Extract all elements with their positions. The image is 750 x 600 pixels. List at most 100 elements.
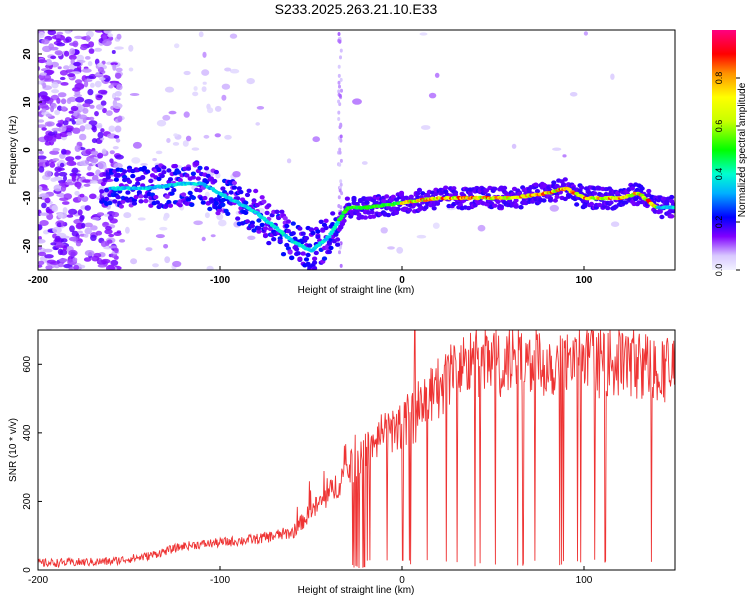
heatmap-cell: [100, 258, 111, 264]
heatmap-cell: [91, 138, 98, 144]
heatmap-cell: [243, 200, 249, 205]
heatmap-cell: [53, 184, 63, 192]
heatmap-cell: [84, 250, 95, 257]
heatmap-cell: [267, 226, 273, 232]
heatmap-cell: [495, 199, 501, 204]
heatmap-cell: [169, 191, 175, 196]
heatmap-cell: [182, 140, 189, 147]
heatmap-cell: [220, 202, 226, 207]
heatmap-cell: [39, 150, 44, 155]
heatmap-cell: [172, 142, 180, 146]
heatmap-cell: [203, 166, 210, 171]
heatmap-cell: [420, 125, 431, 130]
heatmap-cell: [266, 240, 272, 246]
heatmap-cell: [592, 191, 598, 196]
y-tick-label: -20: [22, 238, 33, 253]
heatmap-cell: [253, 188, 259, 194]
heatmap-cell: [428, 92, 437, 99]
heatmap-cell: [310, 230, 316, 236]
heatmap-cell: [333, 232, 339, 237]
heatmap-cell: [90, 234, 97, 241]
heatmap-cell: [87, 88, 94, 96]
heatmap-cell: [89, 104, 95, 109]
heatmap-cell: [38, 224, 43, 231]
heatmap-cell: [72, 127, 81, 134]
heatmap-cell: [305, 252, 311, 258]
heatmap-cell: [166, 199, 172, 205]
heatmap-cell: [256, 229, 262, 234]
heatmap-cell: [154, 200, 160, 205]
heatmap-cell: [338, 250, 341, 255]
heatmap-cell: [41, 127, 47, 131]
heatmap-cell: [104, 229, 113, 235]
heatmap-cell: [380, 227, 388, 234]
heatmap-cell: [183, 111, 190, 118]
heatmap-cell: [340, 88, 343, 93]
heatmap-cell: [44, 170, 52, 178]
heatmap-cell: [86, 172, 95, 177]
heatmap-cell: [57, 66, 62, 70]
heatmap-cell: [362, 215, 368, 220]
heatmap-cell: [228, 190, 234, 195]
heatmap-cell: [338, 93, 342, 98]
heatmap-cell: [161, 165, 167, 170]
heatmap-cell: [659, 214, 665, 220]
heatmap-y-axis-label: Frequency (Hz): [8, 116, 19, 185]
heatmap-cell: [97, 152, 104, 159]
heatmap-cell: [129, 93, 140, 96]
heatmap-cell: [156, 176, 162, 182]
heatmap-cell: [39, 212, 50, 216]
heatmap-cell: [95, 230, 103, 236]
heatmap-cell: [99, 189, 105, 194]
heatmap-cell: [338, 150, 342, 155]
heatmap-cell: [54, 109, 60, 116]
heatmap-cell: [45, 113, 53, 118]
heatmap-cell: [330, 211, 336, 216]
heatmap-cell: [172, 260, 182, 268]
heatmap-cell: [43, 134, 54, 142]
heatmap-cell: [177, 203, 183, 208]
x-tick-label: 0: [399, 575, 405, 586]
heatmap-cell: [112, 146, 119, 150]
heatmap-cell: [125, 190, 131, 195]
heatmap-cell: [140, 163, 148, 166]
heatmap-cell: [90, 158, 99, 163]
heatmap-cell: [52, 147, 60, 152]
snr-panel: -200 -100 0 100 0 200 400 600 Height of straig…: [8, 329, 676, 596]
heatmap-cell: [339, 138, 343, 143]
heatmap-cell: [315, 234, 321, 240]
heatmap-cell: [54, 50, 63, 56]
heatmap-cell: [50, 177, 57, 182]
heatmap-cell: [108, 233, 115, 238]
heatmap-cell: [339, 55, 342, 60]
heatmap-cell: [97, 122, 103, 129]
heatmap-cell: [407, 207, 413, 213]
heatmap-cell: [387, 246, 395, 250]
heatmap-cell: [56, 42, 66, 47]
heatmap-cell: [330, 222, 336, 227]
heatmap-cell: [204, 212, 210, 219]
heatmap-cell: [106, 239, 113, 244]
heatmap-cell: [71, 120, 76, 125]
heatmap-cell: [88, 116, 95, 121]
heatmap-cell: [38, 239, 46, 244]
heatmap-cell: [159, 173, 165, 179]
heatmap-cell: [300, 251, 306, 256]
heatmap-cell: [341, 218, 347, 223]
heatmap-cell: [335, 242, 341, 247]
heatmap-cell: [82, 179, 91, 183]
heatmap-cell: [115, 195, 121, 200]
heatmap-cell: [69, 225, 75, 233]
y-tick-label: 10: [22, 96, 33, 108]
heatmap-cell: [114, 154, 124, 160]
heatmap-cell: [58, 182, 66, 187]
heatmap-cell: [513, 204, 519, 209]
heatmap-cell: [104, 196, 110, 201]
heatmap-cell: [608, 200, 614, 205]
heatmap-cell: [155, 234, 165, 239]
heatmap-cell: [303, 236, 310, 241]
heatmap-cell: [337, 117, 341, 121]
heatmap-cell: [213, 169, 219, 175]
heatmap-cell: [408, 194, 414, 199]
